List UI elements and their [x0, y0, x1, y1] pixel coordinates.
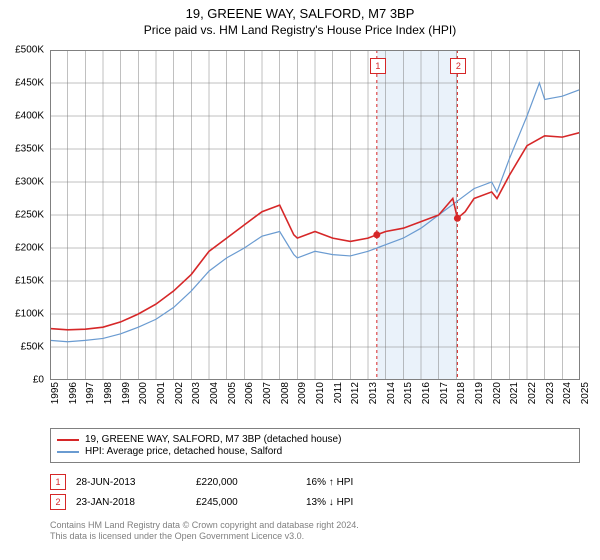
x-tick-label: 2015: [403, 382, 414, 404]
chart-svg: [50, 50, 580, 380]
transaction-row: 1 28-JUN-2013 £220,000 16% ↑ HPI: [50, 474, 580, 490]
footer: Contains HM Land Registry data © Crown c…: [50, 520, 580, 543]
legend: 19, GREENE WAY, SALFORD, M7 3BP (detache…: [50, 428, 580, 463]
x-tick-label: 2013: [368, 382, 379, 404]
chart-title-block: 19, GREENE WAY, SALFORD, M7 3BP Price pa…: [0, 0, 600, 37]
y-tick-label: £350K: [15, 144, 44, 155]
x-tick-label: 2001: [156, 382, 167, 404]
footer-line2: This data is licensed under the Open Gov…: [50, 531, 580, 542]
legend-label: 19, GREENE WAY, SALFORD, M7 3BP (detache…: [85, 434, 341, 445]
x-tick-label: 2010: [315, 382, 326, 404]
transaction-marker: 2: [450, 58, 466, 74]
x-tick-label: 2004: [209, 382, 220, 404]
x-tick-label: 2019: [474, 382, 485, 404]
transaction-price: £245,000: [196, 497, 296, 508]
y-tick-label: £400K: [15, 111, 44, 122]
transaction-row: 2 23-JAN-2018 £245,000 13% ↓ HPI: [50, 494, 580, 510]
y-tick-label: £500K: [15, 45, 44, 56]
legend-swatch: [57, 451, 79, 453]
x-tick-label: 2005: [227, 382, 238, 404]
legend-label: HPI: Average price, detached house, Salf…: [85, 446, 282, 457]
transaction-pct: 16% ↑ HPI: [306, 477, 426, 488]
x-tick-label: 2018: [456, 382, 467, 404]
x-tick-label: 1999: [121, 382, 132, 404]
x-tick-label: 2011: [333, 382, 344, 404]
y-tick-label: £250K: [15, 210, 44, 221]
transaction-date: 28-JUN-2013: [76, 477, 186, 488]
x-tick-label: 2024: [562, 382, 573, 404]
x-tick-label: 2016: [421, 382, 432, 404]
chart-title-line1: 19, GREENE WAY, SALFORD, M7 3BP: [0, 6, 600, 21]
x-tick-label: 2000: [138, 382, 149, 404]
y-tick-label: £0: [33, 375, 44, 386]
x-tick-label: 2002: [174, 382, 185, 404]
legend-item: HPI: Average price, detached house, Salf…: [57, 446, 573, 457]
x-tick-label: 2012: [350, 382, 361, 404]
y-tick-label: £50K: [21, 342, 44, 353]
transactions-table: 1 28-JUN-2013 £220,000 16% ↑ HPI 2 23-JAN-201…: [50, 470, 580, 514]
y-tick-label: £300K: [15, 177, 44, 188]
y-tick-label: £450K: [15, 78, 44, 89]
x-tick-label: 1998: [103, 382, 114, 404]
transaction-marker: 1: [370, 58, 386, 74]
x-tick-label: 1995: [50, 382, 61, 404]
y-axis: £0£50K£100K£150K£200K£250K£300K£350K£400…: [0, 50, 48, 380]
x-tick-label: 2023: [545, 382, 556, 404]
y-tick-label: £150K: [15, 276, 44, 287]
x-tick-label: 2003: [191, 382, 202, 404]
x-tick-label: 1997: [85, 382, 96, 404]
legend-swatch: [57, 439, 79, 441]
y-tick-label: £200K: [15, 243, 44, 254]
x-tick-label: 2017: [439, 382, 450, 404]
x-tick-label: 2014: [386, 382, 397, 404]
x-tick-label: 2008: [280, 382, 291, 404]
transaction-marker-icon: 2: [50, 494, 66, 510]
x-tick-label: 2006: [244, 382, 255, 404]
x-tick-label: 2021: [509, 382, 520, 404]
legend-item: 19, GREENE WAY, SALFORD, M7 3BP (detache…: [57, 434, 573, 445]
x-tick-label: 2009: [297, 382, 308, 404]
x-tick-label: 1996: [68, 382, 79, 404]
transaction-date: 23-JAN-2018: [76, 497, 186, 508]
chart-area: 12: [50, 50, 580, 380]
footer-line1: Contains HM Land Registry data © Crown c…: [50, 520, 580, 531]
x-tick-label: 2020: [492, 382, 503, 404]
transaction-price: £220,000: [196, 477, 296, 488]
x-tick-label: 2022: [527, 382, 538, 404]
x-tick-label: 2007: [262, 382, 273, 404]
x-tick-label: 2025: [580, 382, 591, 404]
transaction-marker-icon: 1: [50, 474, 66, 490]
chart-title-line2: Price paid vs. HM Land Registry's House …: [0, 23, 600, 37]
y-tick-label: £100K: [15, 309, 44, 320]
transaction-pct: 13% ↓ HPI: [306, 497, 426, 508]
x-axis: 1995 1996 1997 1998 1999 2000 2001 2002 2003 2004…: [50, 382, 580, 422]
